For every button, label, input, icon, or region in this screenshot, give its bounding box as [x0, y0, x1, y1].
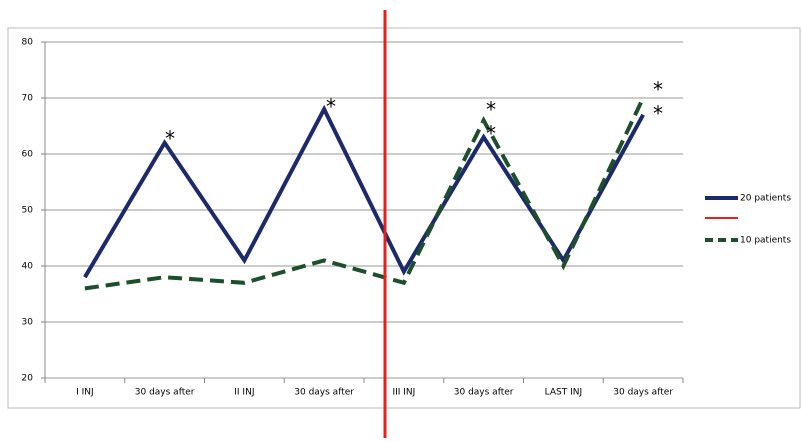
annotation: * [326, 95, 336, 119]
annotation: * [653, 102, 663, 126]
y-tick-label: 50 [22, 206, 34, 216]
annotation: * [165, 127, 175, 151]
x-tick-label: 30 days after [613, 388, 673, 398]
x-tick-label: I INJ [76, 388, 94, 398]
legend-label: 20 patients [740, 194, 791, 204]
x-tick-label: II INJ [234, 388, 254, 398]
annotation: * [653, 78, 663, 102]
x-tick-label: 30 days after [454, 388, 514, 398]
y-tick-label: 30 [22, 318, 34, 328]
y-tick-label: 70 [22, 94, 34, 104]
y-tick-label: 40 [22, 262, 34, 272]
legend-label: 10 patients [740, 236, 791, 246]
x-tick-label: 30 days after [294, 388, 354, 398]
y-tick-label: 60 [22, 150, 34, 160]
annotation: * [486, 122, 496, 146]
chart-border [7, 27, 801, 409]
series-line [84, 97, 645, 291]
x-tick-label: LAST INJ [545, 388, 583, 398]
x-tick-label: III INJ [392, 388, 415, 398]
annotation: * [486, 98, 496, 122]
x-tick-label: 30 days after [135, 388, 195, 398]
y-tick-label: 80 [22, 38, 34, 48]
y-tick-label: 20 [22, 374, 34, 384]
